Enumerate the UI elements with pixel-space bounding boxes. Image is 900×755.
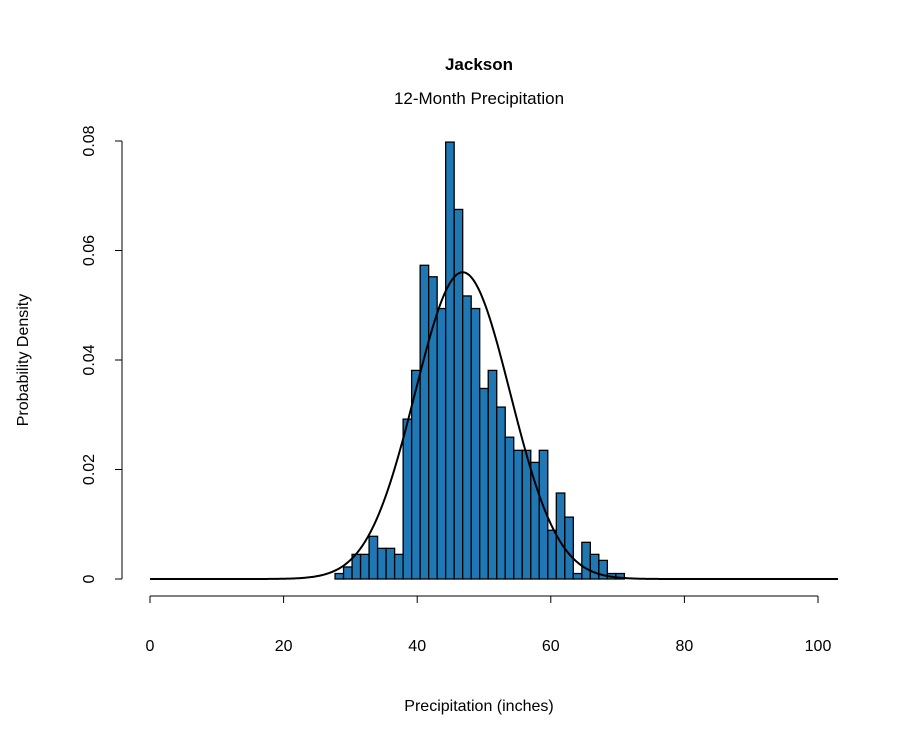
histogram-bar: [419, 264, 430, 580]
histogram-bar: [393, 553, 404, 580]
y-tick-label: 0.06: [81, 235, 98, 266]
x-axis: 0 20 40 60 80 100: [146, 595, 832, 655]
histogram-bar: [521, 449, 532, 580]
histogram-bar: [487, 369, 498, 580]
y-tick-label: 0.04: [81, 344, 98, 375]
histogram-bar: [504, 436, 515, 580]
histogram-bar: [334, 572, 345, 580]
histogram-bar: [547, 529, 557, 580]
histogram-bar: [513, 449, 523, 580]
histogram-bar: [479, 387, 489, 580]
y-tick-label: 0.08: [81, 125, 98, 156]
histogram-bar: [598, 559, 609, 580]
histogram-bar: [462, 295, 472, 580]
x-tick-label: 0: [146, 638, 155, 655]
x-tick-label: 40: [408, 638, 426, 655]
histogram-bar: [445, 141, 455, 580]
x-tick-label: 20: [275, 638, 293, 655]
histogram-bar: [572, 572, 583, 580]
histogram-bar: [376, 547, 387, 580]
histogram-bar: [564, 516, 574, 580]
normal-density-curve: [150, 271, 839, 580]
histogram-bar: [427, 276, 438, 580]
x-axis-label: Precipitation (inches): [404, 698, 553, 715]
histogram-bar: [615, 572, 626, 580]
histogram-bar: [402, 418, 413, 580]
x-tick-label: 100: [805, 638, 832, 655]
histogram-bar: [368, 535, 379, 580]
y-axis: 0 0.02 0.04 0.06 0.08: [81, 125, 123, 583]
y-tick-label: 0.02: [81, 454, 98, 485]
bars-group: [334, 141, 626, 580]
histogram-bar: [538, 449, 549, 580]
histogram-bar: [342, 566, 353, 580]
histogram-bar: [470, 307, 481, 580]
histogram-bar: [453, 208, 464, 580]
y-tick-label: 0: [81, 574, 98, 583]
histogram-bar: [359, 553, 370, 580]
chart-subtitle: 12-Month Precipitation: [394, 89, 564, 108]
x-tick-label: 80: [676, 638, 694, 655]
histogram-bar: [581, 541, 591, 580]
histogram-bar: [496, 406, 506, 580]
histogram-bar: [385, 547, 396, 580]
x-tick-label: 60: [542, 638, 560, 655]
histogram-bar: [436, 307, 447, 580]
chart-title: Jackson: [445, 55, 513, 74]
y-axis-label: Probability Density: [15, 294, 32, 427]
histogram-bar: [589, 553, 600, 580]
